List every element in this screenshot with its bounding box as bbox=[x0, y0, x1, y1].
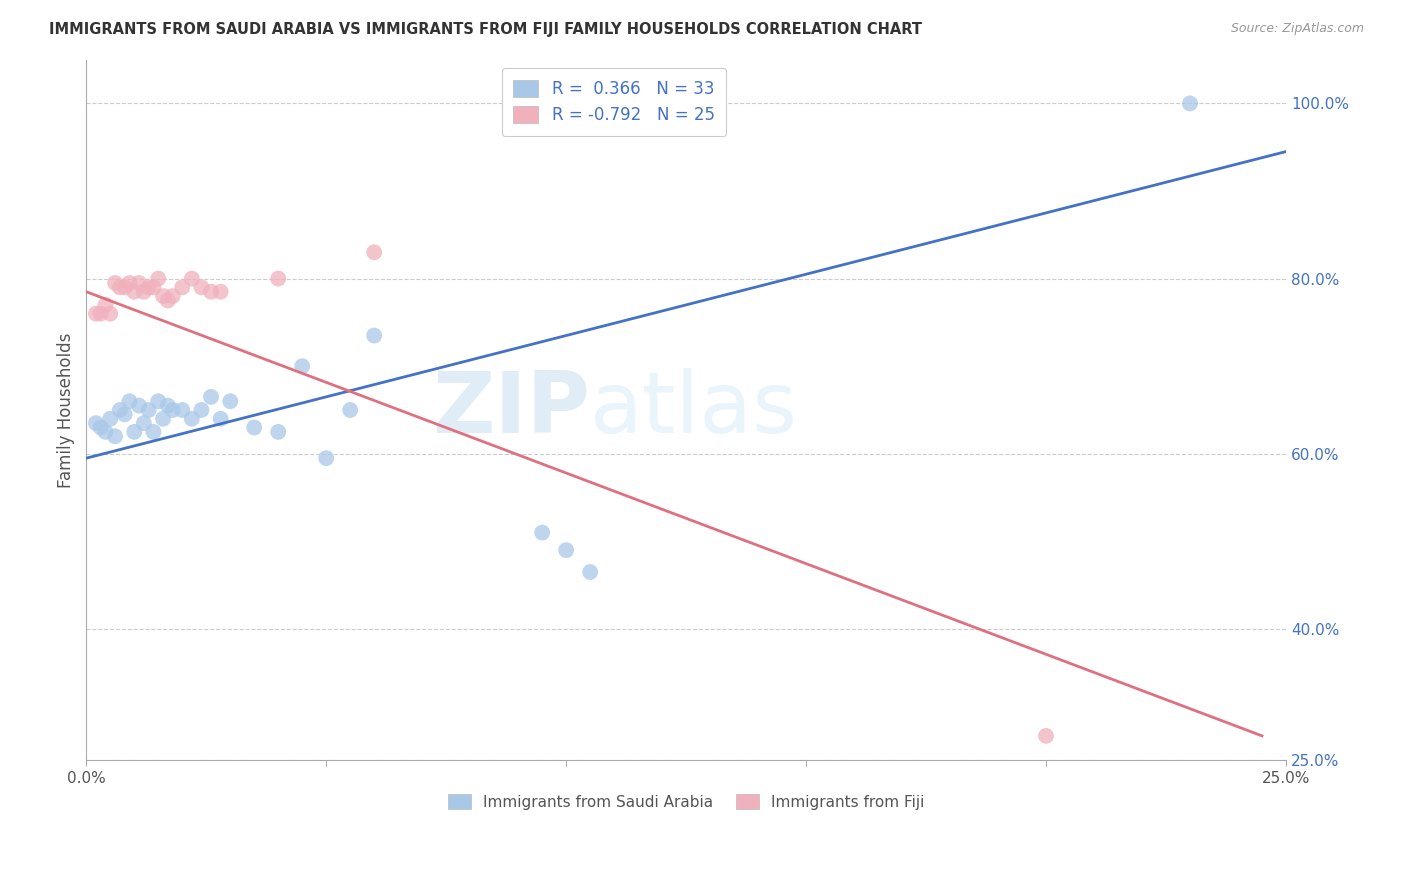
Point bbox=[209, 285, 232, 299]
Point bbox=[172, 280, 194, 294]
Point bbox=[243, 420, 266, 434]
Y-axis label: Family Households: Family Households bbox=[58, 333, 75, 488]
Point bbox=[132, 416, 155, 430]
Point bbox=[128, 399, 150, 413]
Point bbox=[180, 271, 202, 285]
Point bbox=[339, 403, 361, 417]
Point bbox=[1035, 729, 1057, 743]
Point bbox=[118, 394, 141, 409]
Point bbox=[200, 285, 222, 299]
Point bbox=[579, 565, 602, 579]
Point bbox=[90, 420, 112, 434]
Point bbox=[94, 425, 117, 439]
Legend: Immigrants from Saudi Arabia, Immigrants from Fiji: Immigrants from Saudi Arabia, Immigrants… bbox=[441, 788, 931, 816]
Point bbox=[267, 271, 290, 285]
Point bbox=[128, 276, 150, 290]
Text: IMMIGRANTS FROM SAUDI ARABIA VS IMMIGRANTS FROM FIJI FAMILY HOUSEHOLDS CORRELATI: IMMIGRANTS FROM SAUDI ARABIA VS IMMIGRAN… bbox=[49, 22, 922, 37]
Point bbox=[209, 411, 232, 425]
Point bbox=[108, 403, 131, 417]
Point bbox=[190, 403, 212, 417]
Point bbox=[363, 245, 385, 260]
Point bbox=[108, 280, 131, 294]
Point bbox=[84, 416, 107, 430]
Point bbox=[132, 285, 155, 299]
Point bbox=[1178, 96, 1201, 111]
Point bbox=[124, 285, 146, 299]
Point bbox=[98, 411, 121, 425]
Point bbox=[142, 425, 165, 439]
Point bbox=[104, 276, 127, 290]
Point bbox=[190, 280, 212, 294]
Point bbox=[114, 280, 136, 294]
Point bbox=[315, 451, 337, 466]
Point bbox=[152, 411, 174, 425]
Point bbox=[104, 429, 127, 443]
Point bbox=[180, 411, 202, 425]
Point bbox=[291, 359, 314, 374]
Point bbox=[172, 403, 194, 417]
Point bbox=[162, 403, 184, 417]
Text: Source: ZipAtlas.com: Source: ZipAtlas.com bbox=[1230, 22, 1364, 36]
Point bbox=[152, 289, 174, 303]
Point bbox=[555, 543, 578, 558]
Point bbox=[162, 289, 184, 303]
Text: ZIP: ZIP bbox=[433, 368, 591, 451]
Point bbox=[156, 293, 179, 308]
Point bbox=[531, 525, 554, 540]
Point bbox=[148, 271, 170, 285]
Point bbox=[219, 394, 242, 409]
Point bbox=[114, 408, 136, 422]
Point bbox=[98, 307, 121, 321]
Point bbox=[363, 328, 385, 343]
Point bbox=[200, 390, 222, 404]
Text: atlas: atlas bbox=[591, 368, 799, 451]
Point bbox=[118, 276, 141, 290]
Point bbox=[138, 403, 160, 417]
Point bbox=[94, 298, 117, 312]
Point bbox=[124, 425, 146, 439]
Point bbox=[142, 280, 165, 294]
Point bbox=[156, 399, 179, 413]
Point bbox=[138, 280, 160, 294]
Point bbox=[148, 394, 170, 409]
Point bbox=[84, 307, 107, 321]
Point bbox=[267, 425, 290, 439]
Point bbox=[90, 307, 112, 321]
